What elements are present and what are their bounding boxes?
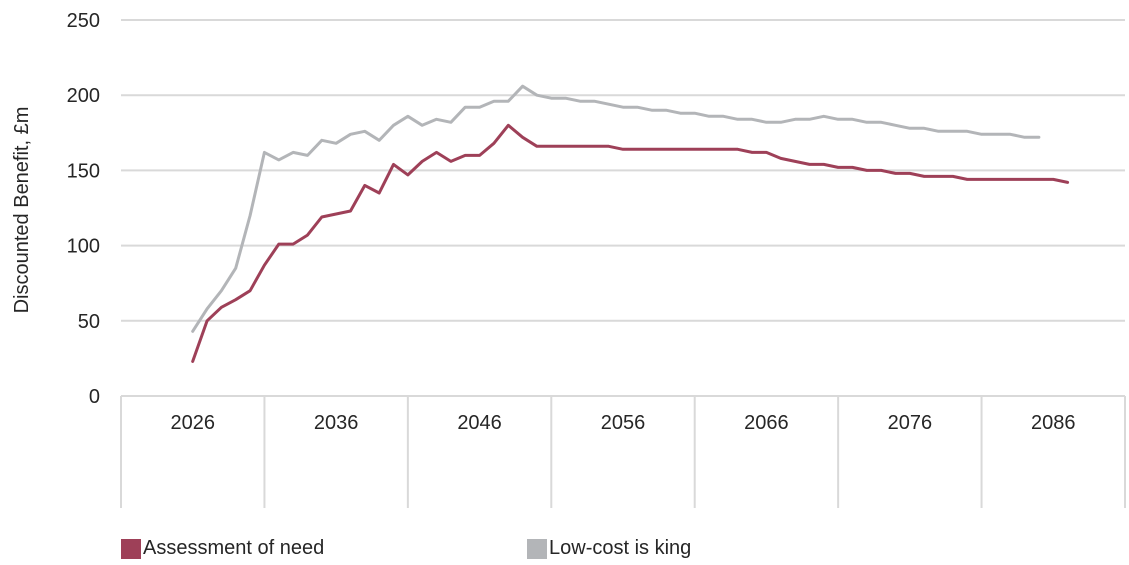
y-axis-title: Discounted Benefit, £m — [11, 107, 33, 314]
y-tick-label: 150 — [67, 160, 100, 182]
series-line-1 — [191, 84, 1041, 333]
series-lines — [191, 84, 1070, 363]
y-tick-label: 0 — [89, 386, 100, 408]
x-tick-label: 2086 — [1031, 412, 1076, 434]
legend-item-low-cost-is-king: Low-cost is king — [527, 537, 691, 560]
x-tick-label: 2046 — [457, 412, 502, 434]
legend-swatch — [121, 538, 141, 559]
y-tick-label: 200 — [67, 85, 100, 107]
legend-label: Assessment of need — [143, 537, 325, 559]
x-tick-label: 2066 — [744, 412, 789, 434]
gridlines — [121, 19, 1125, 322]
y-axis-ticks: 0 50 100 150 200 250 — [67, 10, 100, 408]
legend-swatch — [527, 538, 547, 559]
x-axis: 2026 2036 2046 2056 2066 2076 2086 — [120, 395, 1126, 508]
y-tick-label: 100 — [67, 236, 100, 258]
x-tick-label: 2056 — [601, 412, 646, 434]
x-tick-label: 2026 — [170, 412, 215, 434]
y-tick-label: 250 — [67, 10, 100, 32]
legend-label: Low-cost is king — [549, 537, 692, 559]
x-tick-label: 2076 — [888, 412, 933, 434]
y-tick-label: 50 — [78, 311, 100, 333]
series-line-0 — [191, 123, 1070, 363]
legend-item-assessment-of-need: Assessment of need — [121, 537, 324, 560]
x-tick-label: 2036 — [314, 412, 359, 434]
